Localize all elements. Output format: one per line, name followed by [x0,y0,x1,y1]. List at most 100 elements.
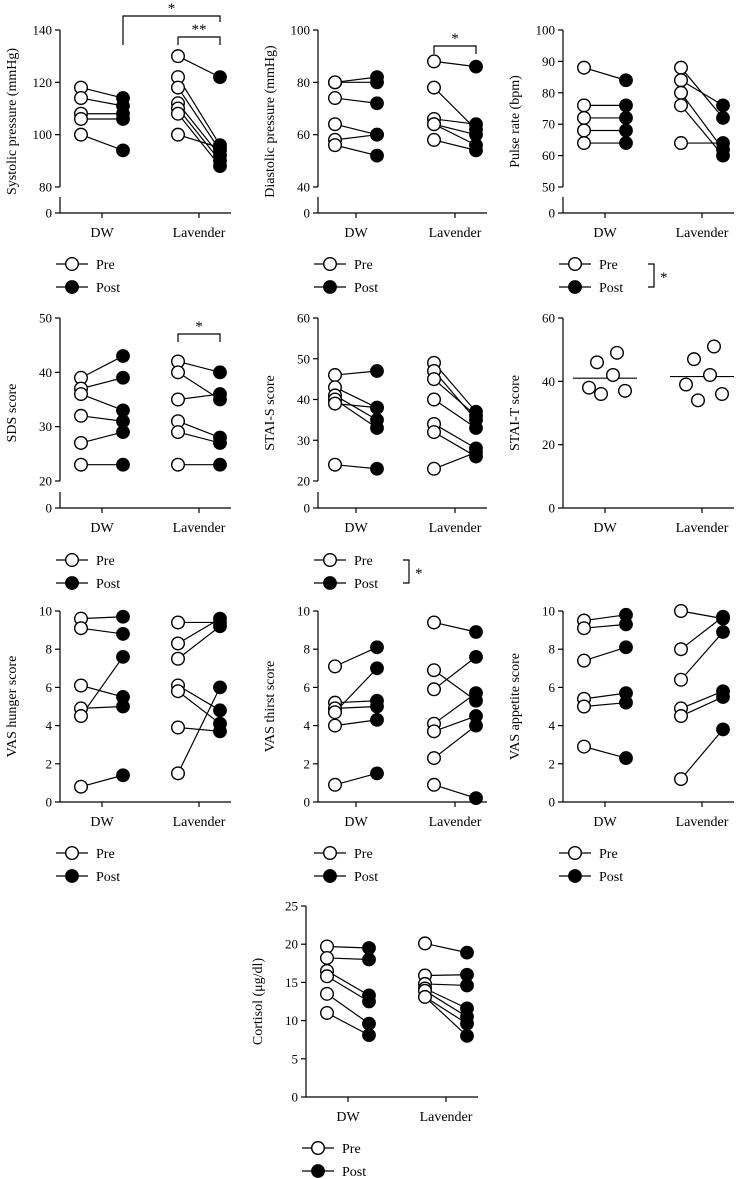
pre-point [170,651,185,666]
pre-point [577,98,592,113]
y-tick-label: 10 [297,604,310,619]
pre-point [73,127,88,142]
pre-point [427,461,442,476]
y-tick-label: 8 [46,642,53,657]
y-tick-label: 20 [297,474,310,489]
pre-point [674,642,689,657]
pair-line [433,715,477,732]
pair-line [424,983,468,987]
legend-pre-label: Pre [96,258,115,273]
post-point [213,365,227,380]
pair-line [680,79,724,106]
pair-line [424,987,468,1009]
legend-pre-marker [323,846,338,861]
pair-line [80,134,124,151]
post-point [370,766,384,781]
legend-post-marker [65,869,79,883]
x-category-label: DW [90,226,114,241]
pre-point [73,435,88,450]
pair-line [680,104,724,156]
pair-line [326,957,370,961]
pre-point [674,672,689,687]
pre-point [427,682,442,697]
y-tick-label: 0 [549,795,556,810]
pair-line [80,684,124,698]
pre-point [73,709,88,724]
pre-point [577,621,592,636]
y-tick-label: 2 [549,756,556,771]
pre-point [328,91,343,106]
legend-post-marker [65,576,79,590]
legend-pre-label: Pre [354,258,373,273]
post-point [370,661,384,676]
post-point [362,941,376,955]
y-tick-label: 4 [46,718,53,733]
y-tick-label: 50 [297,351,310,366]
legend-pre-marker [323,257,338,272]
pair-line [334,646,378,667]
y-tick-label: 4 [549,718,556,733]
post-point [619,640,633,655]
y-tick-label: 0 [46,795,53,810]
pair-line [433,60,477,68]
legend-post-label: Post [96,577,120,592]
pre-point [328,138,343,153]
pair-line [334,705,378,710]
pair-line [80,656,124,717]
pre-point [577,60,592,75]
pair-line [334,76,378,83]
pair-line [177,108,221,162]
y-tick-label: 8 [304,642,311,657]
pair-line [80,431,124,444]
y-tick-label: 60 [542,311,555,326]
legend-post-marker [311,1164,325,1178]
pre-point [674,98,689,113]
significance-bracket [433,45,477,54]
pair-line [80,355,124,379]
post-point [370,364,384,378]
post-point [116,649,130,664]
y-axis-title: VAS appetite score [508,653,523,760]
pair-line [433,118,477,125]
pair-line [177,687,221,774]
y-axis-title: STAI-T score [508,375,523,451]
post-point [469,445,483,460]
pair-line [334,97,378,104]
pre-point [577,136,592,151]
pair-line [680,610,724,620]
panel-systolic: 80 100 120 140 0 DW Lavender Systolic pressure … [5,1,231,296]
legend-pre-label: Pre [96,554,115,569]
panel-stais: 20 30 40 50 60 0 DW Lavender STAI-S score Pre Post… [263,311,487,592]
post-point [716,98,730,113]
pair-line [334,123,378,136]
y-tick-label: 140 [33,23,53,38]
pair-line [334,144,378,157]
pre-point [328,117,343,132]
legend-post-marker [65,280,79,294]
pair-line [334,772,378,786]
post-point [370,148,384,163]
pre-point [170,127,185,142]
post-point [469,718,483,733]
pair-line [583,67,627,81]
y-tick-label: 50 [542,180,555,195]
pair-line [177,393,221,401]
y-tick-label: 0 [549,206,556,221]
pair-line [433,725,477,759]
y-tick-label: 120 [33,75,53,90]
legend-pre-label: Pre [599,847,618,862]
post-point [460,1016,474,1031]
post-point [619,123,633,138]
pair-line [433,621,477,633]
pair-line [334,667,378,713]
pair-line [680,92,724,150]
y-tick-label: 0 [46,501,53,516]
pre-point [427,80,442,95]
significance-label: ** [192,22,207,38]
y-tick-label: 20 [542,437,555,452]
pair-line [326,945,370,949]
x-category-label: DW [344,521,368,536]
post-point [116,425,130,440]
pre-point [73,111,88,126]
panel-thirst: 0 2 4 6 8 10 DW Lavender VAS thirst score Pre Post [263,604,487,885]
